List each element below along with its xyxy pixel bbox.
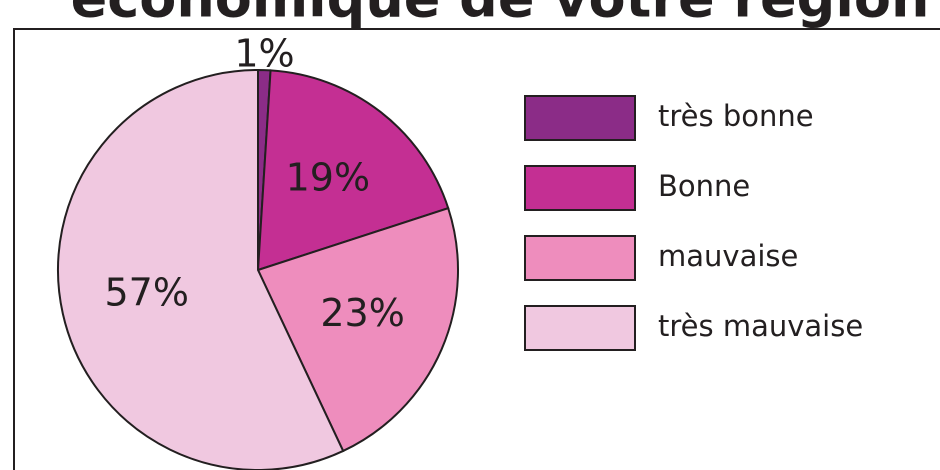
legend-swatch bbox=[524, 235, 636, 281]
frame bbox=[13, 28, 940, 470]
legend-label: très mauvaise bbox=[658, 309, 863, 343]
legend-swatch bbox=[524, 305, 636, 351]
pie-slice bbox=[256, 206, 459, 453]
legend-swatch bbox=[524, 165, 636, 211]
data-label: 1% bbox=[234, 32, 294, 76]
data-label: 57% bbox=[105, 270, 189, 314]
legend-label: très bonne bbox=[658, 99, 814, 133]
data-label: 19% bbox=[286, 155, 370, 199]
legend-swatch bbox=[524, 95, 636, 141]
pie-slice bbox=[256, 69, 450, 272]
data-label: 23% bbox=[320, 291, 404, 335]
pie-slice bbox=[57, 68, 345, 470]
legend-label: Bonne bbox=[658, 169, 750, 203]
legend-label: mauvaise bbox=[658, 239, 798, 273]
chart-title: économique de votre région bbox=[71, 0, 930, 30]
